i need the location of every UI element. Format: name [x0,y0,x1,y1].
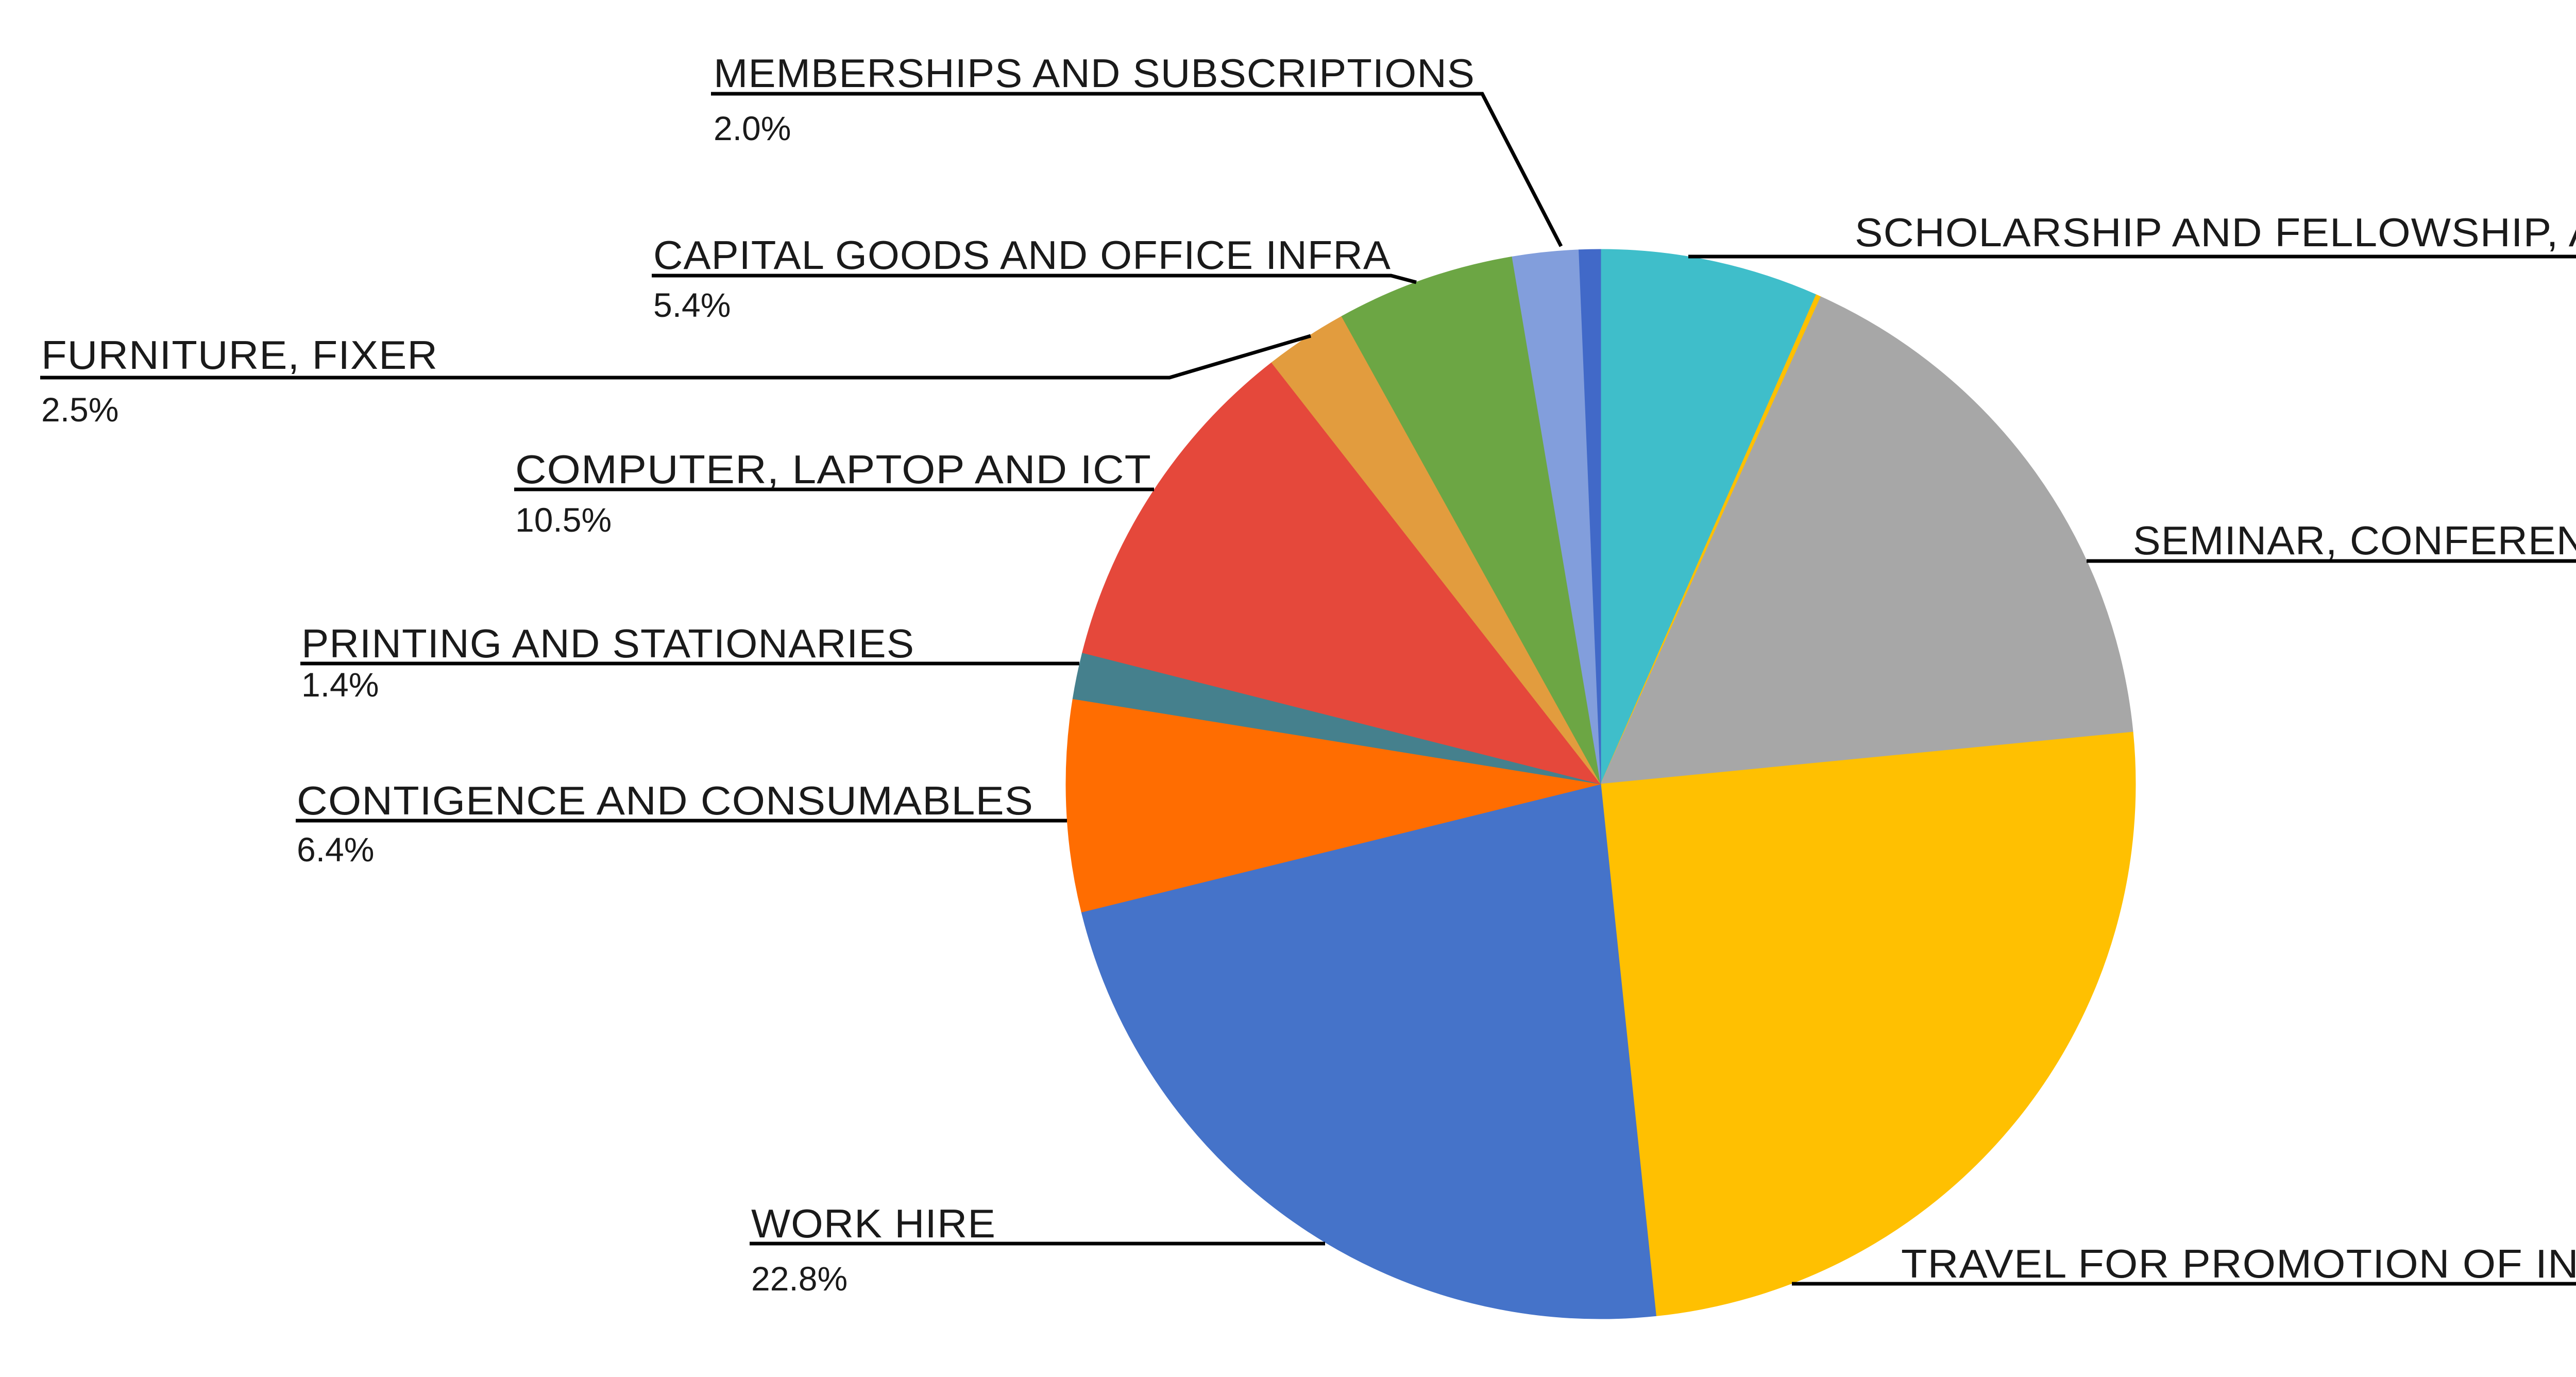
slice-label: MEMBERSHIPS AND SUBSCRIPTIONS [714,50,1475,96]
pie-slices [1065,249,2136,1319]
pie-slice-seminar-conference-events-and-dele [1600,296,2133,785]
slice-label: TRAVEL FOR PROMOTION OF INTERNATIONAL RE… [1901,1241,2576,1286]
pie-slice-travel-for-promotion-of-international-relations [1600,732,2136,1316]
pie-slice-work-hire [1081,784,1656,1319]
slice-label: FURNITURE, FIXER [41,332,438,378]
leader-line [652,274,1417,284]
slice-value: 2.5% [41,390,118,429]
leader-line [40,334,1311,380]
pie-slice-computer-laptop-and-ict [1082,362,1602,785]
slice-label: CONTIGENCE AND CONSUMABLES [297,778,1033,823]
slice-value: 10.5% [515,501,612,539]
slice-label: COMPUTER, LAPTOP AND ICT [515,447,1151,492]
leader-lines [40,92,2576,1286]
pie-slice-scholarship-and-fellowship-awards-rewards [1600,249,1817,785]
slice-label: PRINTING AND STATIONARIES [301,621,914,666]
pie-slice-contigence-and-consumables [1065,698,1601,913]
slice-value: 5.4% [653,286,731,324]
pie-slice-capital-goods-and-office-infra [1341,256,1601,785]
slice-label: CAPITAL GOODS AND OFFICE INFRA [653,232,1391,278]
slice-label: WORK HIRE [751,1201,996,1246]
slice-value: 6.4% [297,830,374,869]
slice-labels: SCHOLARSHIP AND FELLOWSHIP, AWARDS, REWA… [41,50,2576,1298]
pie-slice-unlabeled-11 [1579,249,1601,785]
slice-value: 2.0% [714,109,791,147]
slice-label: SCHOLARSHIP AND FELLOWSHIP, AWARDS, REWA… [1855,210,2576,255]
slice-label: SEMINAR, CONFERENCE, EVENTS AND DELE... [2133,518,2576,563]
leader-line [711,92,1563,247]
slice-value: 1.4% [301,666,379,704]
slice-value: 22.8% [751,1260,848,1298]
